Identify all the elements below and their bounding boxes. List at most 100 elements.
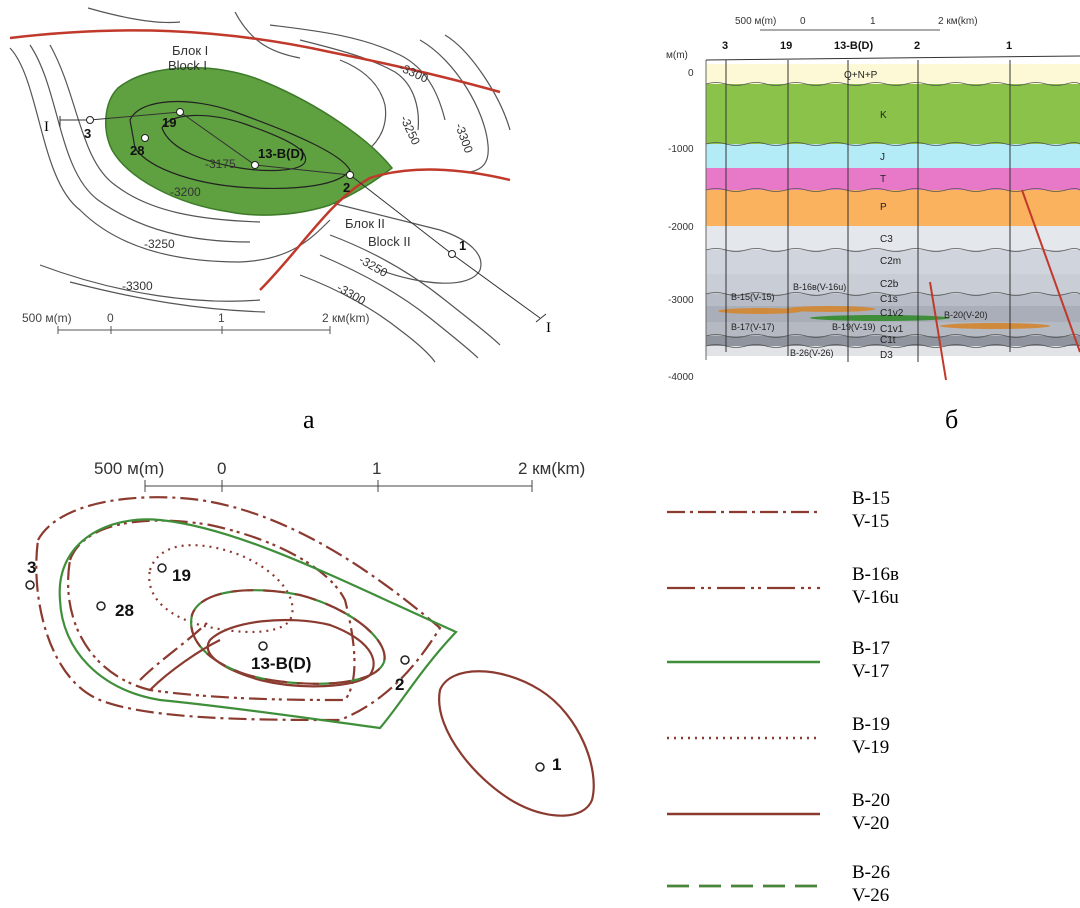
well-label: 3 [84,126,91,141]
legend-item-B16: B-16в V-16u [667,564,899,608]
well-label: 1 [459,238,466,253]
scale-1: 1 [218,311,225,325]
block-2-en: Block II [368,234,411,249]
well-marker [535,762,545,772]
scale-0: 0 [800,16,806,27]
well-marker [346,171,354,179]
scale-500: 500 м(m) [735,16,776,27]
contour-label: -3300 [452,121,476,155]
layer-J [706,144,1080,168]
legend-line2: V-26 [852,885,889,906]
layer-label: J [880,152,885,163]
section-mark-end: I [546,320,551,336]
well-label: 3 [27,558,36,577]
horizon-labels: B-15(V-15) B-16в(V-16u) B-17(V-17) B-19(… [731,282,988,358]
outline-B20-well1 [438,670,595,817]
section-mark-start: I [44,119,49,135]
layer-label: K [880,110,887,121]
well-labels-a: 3 19 28 13-B(D) 2 1 [84,115,466,253]
panel-a-structure-map: I I -3300 -3250 -3300 -3175 -3200 -3250 … [9,7,551,434]
field-contours [129,100,351,189]
scale-500: 500 м(m) [22,311,72,325]
layer-label: C2b [880,279,899,290]
well-label: 19 [780,40,792,52]
well-marker [448,250,456,258]
horizon-label: B-17(V-17) [731,322,775,332]
contour-label: -3250 [144,237,175,251]
layer-label: D3 [880,350,893,361]
layer-label: Q+N+P [844,70,878,81]
contour-label: -3300 [122,279,153,293]
horizon-label: B-19(V-19) [832,322,876,332]
oil-field-area [105,66,394,216]
legend: B-15 V-15 B-16в V-16u B-17 V-17 B-19 V-1… [667,488,899,906]
scale-bar-a: 500 м(m) 0 1 2 км(km) [22,311,370,334]
legend-line1: B-17 [852,638,890,659]
panel-c-horizon-map: 500 м(m) 0 1 2 км(km) [25,459,595,817]
well-label: 13-B(D) [258,146,304,161]
layer-QNP [706,64,1080,84]
depth-axis: м(m) 0 -1000 -2000 -3000 -4000 [666,50,707,383]
lens-B17 [810,315,950,321]
horizon-label: B-20(V-20) [944,310,988,320]
well-lines-b [705,55,1080,362]
layer-labels: Q+N+P K J T P C3 C2m C2b C1s C1v2 C1v1 C… [844,70,904,361]
depth-tick: -1000 [668,144,694,155]
well-marker [176,108,184,116]
lens-B16 [785,306,875,312]
contour-label: -3250 [397,113,423,147]
faults-b [929,189,1080,381]
depth-tick: 0 [688,68,694,79]
layer-C3 [706,226,1080,250]
layer-label: T [880,174,886,185]
well-label: 28 [130,143,144,158]
contour-label: -3250 [357,252,391,280]
depth-tick: -3000 [668,295,694,306]
block-2-ru: Блок II [345,216,385,231]
well-labels-b: 3 19 13-B(D) 2 1 [722,40,1012,52]
scale-2: 2 км(km) [518,459,585,478]
legend-line2: V-19 [852,737,889,758]
legend-item-B26: B-26 V-26 [667,862,890,906]
legend-line1: B-19 [852,714,890,735]
block-labels: Блок I Block I Блок II Block II [168,43,411,249]
legend-item-B17: B-17 V-17 [667,638,890,682]
legend-line1: B-16в [852,564,899,585]
layer-label: C1t [880,335,896,346]
caption-a: а [303,405,315,434]
well-label: 19 [172,566,191,585]
layer-label: C1v1 [880,324,904,335]
layer-T [706,168,1080,190]
well-label: 2 [914,40,920,52]
well-label: 13-B(D) [834,40,873,52]
well-label: 2 [395,675,404,694]
block-1-ru: Блок I [172,43,208,58]
layer-D3 [706,346,1080,356]
scale-1: 1 [372,459,381,478]
lens-B15 [718,308,802,314]
well-label: 2 [343,180,350,195]
scale-0: 0 [217,459,226,478]
lens-B20 [940,323,1050,329]
outline-B26 [190,589,386,685]
legend-line1: B-15 [852,488,890,509]
well-marker [251,161,259,169]
well-marker [141,134,149,142]
layer-P [706,190,1080,226]
legend-item-B20: B-20 V-20 [667,790,890,834]
well-label: 13-B(D) [251,654,311,673]
depth-tick: -4000 [668,372,694,383]
faults [9,29,511,291]
well-marker [400,655,410,665]
contour-label: -3175 [205,157,236,171]
scale-0: 0 [107,311,114,325]
layer-C2m [706,250,1080,274]
layer-C1s [706,294,1080,306]
horizon-label: B-15(V-15) [731,292,775,302]
well-marker [86,116,94,124]
structure-contours [9,7,511,363]
contour-label: -3200 [170,185,201,199]
scale-2: 2 км(km) [938,16,978,27]
layer-K [706,84,1080,144]
